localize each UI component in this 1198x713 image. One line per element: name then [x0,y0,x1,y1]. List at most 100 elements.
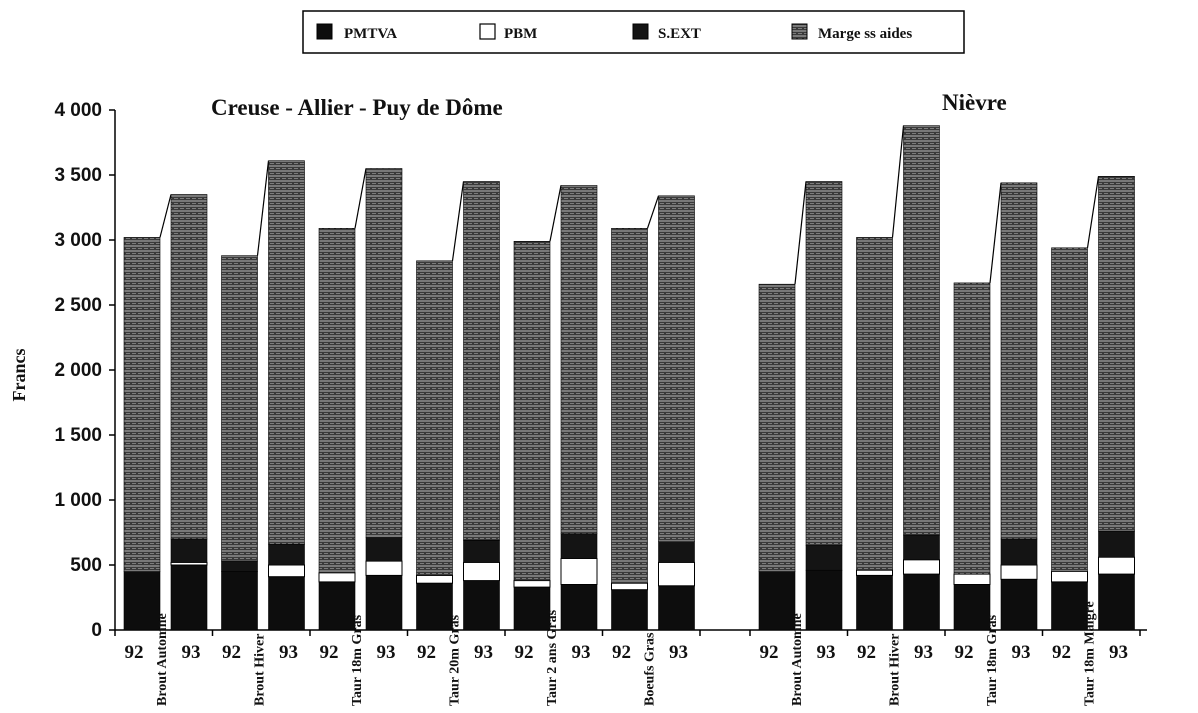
y-axis-label: Francs [9,349,29,402]
bar-segment-pmtva [221,571,258,631]
bar-segment-marge [1000,182,1038,540]
connector-line [159,194,172,238]
connector-line [646,195,660,229]
year-label: 92 [222,642,241,663]
year-label: 93 [1012,642,1031,663]
year-label: 92 [320,642,339,663]
bar-segment-marge [560,185,598,535]
bar-segment-pbm [463,561,500,582]
bar-segment-pmtva [658,585,695,631]
legend-swatch-marge [791,23,808,40]
bar-segment-pmtva [856,575,893,631]
bar-segment-pbm [268,564,305,578]
bar-segment-marge [221,255,258,562]
bar-segment-pmtva [1098,573,1135,631]
connector-line [256,160,270,256]
legend-label-sext: S.EXT [658,26,701,42]
year-label: 93 [669,642,688,663]
connector-line [794,181,807,285]
y-tick-label: 1 500 [54,425,102,446]
bar-segment-pmtva [1000,578,1038,631]
category-label: Taur 20m Gras [448,614,463,706]
connector-line [1086,176,1100,248]
category-label: Brout Automne [155,613,170,706]
legend-label-marge: Marge ss aides [818,26,912,42]
y-tick-label: 2 000 [54,360,102,381]
year-label: 92 [125,642,144,663]
bar-segment-marge [758,283,796,572]
bar-segment-marge [1051,247,1088,572]
y-tick-label: 1 000 [54,490,102,511]
year-label: 92 [857,642,876,663]
bar-segment-sext [268,543,305,566]
group-title-creuse: Creuse - Allier - Puy de Dôme [211,95,503,120]
category-label: Taur 18m Gras [350,614,365,706]
x-labels: 92 93 Brout Automne 92 93 Brout Hiver 92 93 Taur… [114,601,1141,706]
connector-line [354,168,367,229]
bars [123,125,1135,631]
bar-segment-sext [463,539,500,563]
bar-segment-marge [318,228,356,574]
legend-label-pmtva: PMTVA [344,26,397,42]
bar-segment-pbm [953,573,991,585]
year-label: 92 [612,642,631,663]
bar-segment-pmtva [611,589,648,631]
legend-swatch-sext [632,23,649,40]
bar-segment-sext [1098,530,1135,558]
bar-segment-pbm [365,560,403,576]
y-tick-label: 3 000 [54,230,102,251]
year-label: 92 [417,642,436,663]
bar-segment-marge [123,237,161,572]
bar-segment-marge [365,168,403,539]
group-title-nievre: Nièvre [942,90,1007,115]
bar-segment-marge [268,160,305,545]
bar-segment-marge [805,181,843,546]
bar-segment-sext [560,533,598,559]
year-label: 93 [1109,642,1128,663]
year-label: 92 [760,642,779,663]
legend-swatch-pbm [479,23,496,40]
bar-segment-pmtva [365,575,403,631]
bar-segment-pbm [856,569,893,576]
bar-segment-sext [658,541,695,563]
bar-segment-pmtva [758,571,796,631]
y-tick-label: 0 [91,620,102,641]
category-label: Taur 2 ans Gras [545,609,560,706]
bar-segment-marge [611,228,648,584]
category-label: Brout Automne [790,613,805,706]
bar-segment-sext [805,545,843,571]
legend-swatch-pmtva [316,23,333,40]
bar-segment-pbm [903,559,940,575]
year-label: 93 [377,642,396,663]
bar-segment-pbm [611,582,648,591]
bar-segment-marge [513,241,551,581]
bar-segment-pbm [513,580,551,588]
bar-segment-pbm [1051,571,1088,583]
bar-segment-sext [170,538,208,563]
bar-segment-pmtva [268,576,305,631]
y-tick-label: 500 [70,555,102,576]
year-label: 93 [817,642,836,663]
bar-segment-pmtva [560,584,598,631]
y-ticks: 0 500 1 000 1 500 2 000 2 500 3 000 3 500 4 000 [54,100,115,641]
bar-segment-pbm [1000,564,1038,580]
bar-segment-marge [903,125,940,536]
bar-segment-sext [1000,538,1038,566]
year-label: 93 [182,642,201,663]
bar-segment-pbm [658,561,695,587]
connector-line [549,185,562,242]
y-tick-label: 3 500 [54,165,102,186]
bar-segment-marge [416,260,453,576]
category-label: Brout Hiver [253,634,268,706]
category-label: Brout Hiver [888,634,903,706]
connector-line [989,182,1002,283]
year-label: 93 [474,642,493,663]
year-label: 92 [1052,642,1071,663]
legend-label-pbm: PBM [504,26,537,42]
year-label: 92 [955,642,974,663]
bar-segment-pmtva [903,573,940,631]
legend: PMTVA PBM S.EXT Marge ss aides [302,10,965,54]
y-tick-label: 4 000 [54,100,102,121]
bar-segment-marge [463,181,500,541]
